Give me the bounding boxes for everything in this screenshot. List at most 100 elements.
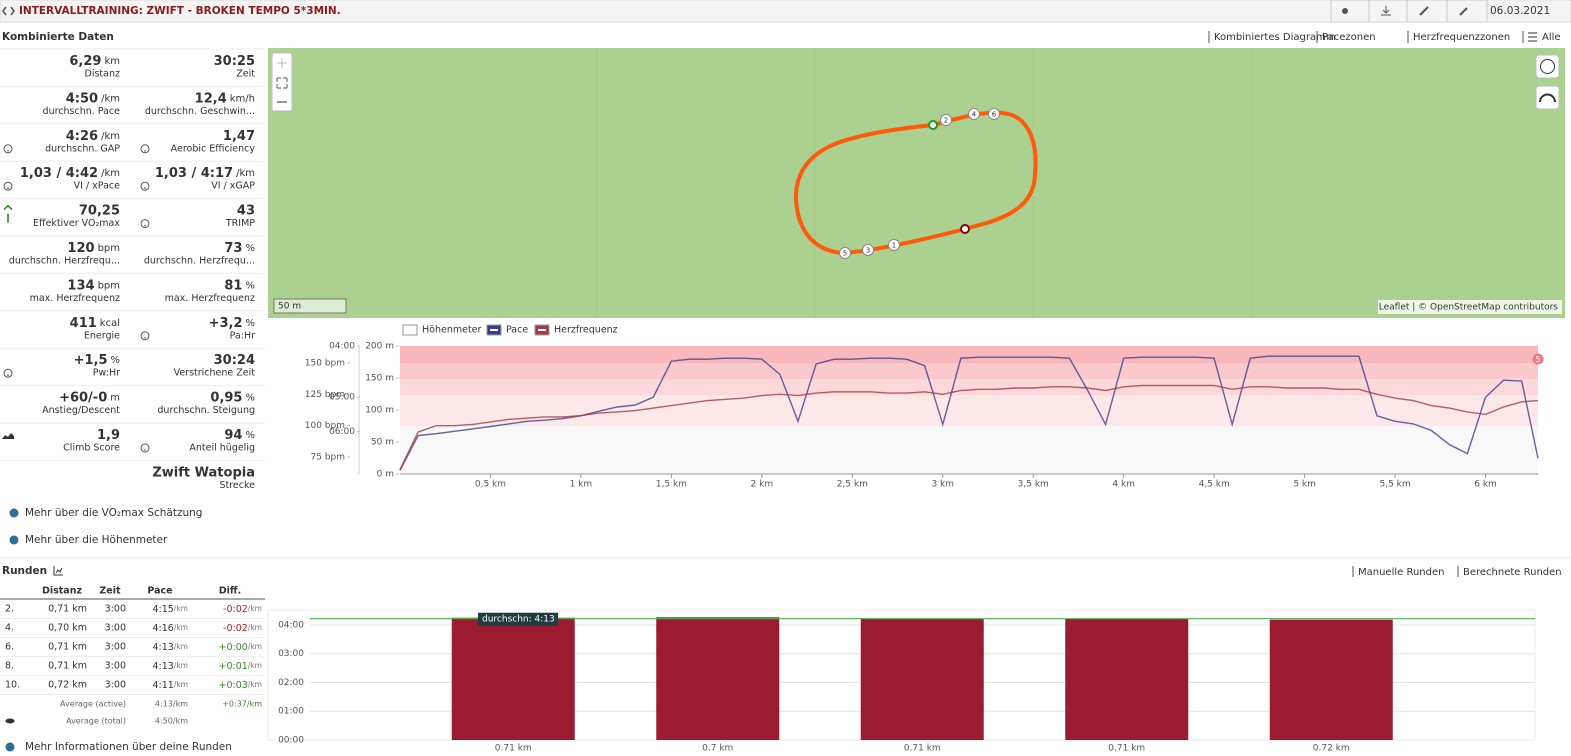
help-icon[interactable] [140, 144, 150, 154]
stat-number: 43 [237, 203, 255, 218]
stat-value: 30:24 [214, 353, 255, 368]
nav-arrows[interactable] [2, 6, 15, 16]
lap-distance: 0,71 km [48, 661, 87, 672]
average-label: durchschn: 4:13 [482, 615, 555, 625]
stat-value: 134 bpm [67, 278, 120, 293]
attribution[interactable]: Leaflet | © OpenStreetMap contributors [1379, 303, 1559, 313]
hr-zones [400, 346, 1538, 474]
info-link[interactable]: Mehr über die VO₂max Schätzung [25, 507, 202, 519]
tab[interactable]: Alle [1542, 32, 1561, 43]
stat-number: Zwift Watopia [152, 465, 255, 480]
bar[interactable] [451, 617, 575, 740]
stat-number: 4:50 [66, 91, 98, 106]
stat-label: Anteil hügelig [189, 443, 255, 454]
lap-marker[interactable] [839, 247, 851, 259]
info-link[interactable]: Mehr über die Höhenmeter [25, 534, 168, 546]
diff-unit: /km [248, 680, 262, 689]
stat-label: Pw:Hr [93, 368, 120, 379]
tab[interactable]: Herzfrequenzzonen [1413, 32, 1510, 43]
lap-distance: 0,71 km [48, 642, 87, 653]
zoom-control [271, 52, 293, 112]
help-icon-dot [144, 337, 146, 339]
stat-label: durchschn. Steigung [157, 405, 255, 416]
diff-value: +0:03 [219, 680, 248, 691]
zoom-in[interactable] [277, 58, 287, 68]
help-icon[interactable] [140, 219, 150, 229]
bar[interactable] [1269, 619, 1393, 740]
column-header: Diff. [219, 586, 241, 597]
start-marker[interactable] [928, 120, 938, 130]
laps-chart-icon[interactable] [53, 566, 63, 576]
lap-marker[interactable] [888, 239, 900, 251]
bar[interactable] [656, 617, 780, 740]
tab[interactable]: Kombiniertes Diagramm [1214, 32, 1336, 43]
lap-diff: +0:00/km [219, 642, 262, 653]
gauge-icon [1539, 93, 1556, 103]
info-icon [9, 508, 19, 518]
y-tick-label: 125 bpm [305, 390, 345, 400]
help-icon[interactable] [140, 443, 150, 453]
lap-marker[interactable] [988, 108, 1000, 120]
laps-more-link[interactable]: Mehr Informationen über deine Runden [25, 741, 232, 753]
lap-marker-label: 5 [843, 250, 847, 258]
lap-marker[interactable] [862, 244, 874, 256]
stat-number: 1,47 [223, 128, 255, 143]
stat-label: Zeit [236, 69, 255, 80]
x-tick-label: 5 km [1293, 480, 1316, 490]
lap-distance: 0,71 km [48, 604, 87, 615]
date: 06.03.2021 [1490, 5, 1550, 17]
stat-number: 6,29 [69, 54, 101, 69]
bar[interactable] [860, 618, 984, 740]
gauge-button[interactable] [1535, 85, 1560, 110]
stat-number: 1,9 [97, 428, 120, 443]
series-line [399, 384, 1539, 470]
legend-label[interactable]: Herzfrequenz [554, 325, 618, 336]
layers-button[interactable] [1535, 54, 1560, 79]
lap-diff: -0:02/km [223, 623, 262, 634]
lap-marker[interactable] [940, 114, 952, 126]
climb-icon [2, 433, 14, 439]
stat-label: max. Herzfrequenz [30, 293, 120, 304]
bar[interactable] [1065, 618, 1189, 740]
pace-value: 4:11 [152, 680, 173, 691]
laps-tab[interactable]: Manuelle Runden [1358, 567, 1444, 578]
legend-label[interactable]: Pace [506, 325, 528, 336]
stat-number: 30:25 [214, 54, 255, 69]
help-icon-dot [7, 374, 9, 377]
legend-label[interactable]: Höhenmeter [422, 325, 482, 336]
x-tick-label: 0.71 km [495, 744, 532, 754]
help-icon[interactable] [3, 368, 13, 378]
x-tick-label: 6 km [1474, 480, 1497, 490]
stat-number: 30:24 [214, 353, 255, 368]
lap-time: 3:00 [105, 680, 126, 691]
y-tick-label: 150 m [365, 374, 394, 384]
lap-marker[interactable] [968, 108, 980, 120]
trend-icon [3, 204, 13, 223]
help-icon[interactable] [3, 144, 13, 154]
lap-pace: 4:15/km [152, 604, 188, 615]
stat-label: Pa:Hr [230, 330, 255, 341]
stat-value: 12,4 km/h [195, 91, 255, 106]
x-tick-label: 3 km [931, 480, 954, 490]
footer-label: Average (active) [60, 700, 126, 709]
fullscreen[interactable] [276, 77, 288, 89]
y-tick-label: 00:00 [278, 736, 304, 746]
laps-title: Runden [2, 565, 47, 577]
map[interactable] [268, 48, 1565, 318]
tools-button[interactable] [1446, 0, 1488, 23]
stat-unit: km [104, 56, 120, 67]
attribution-box [1378, 300, 1562, 314]
help-icon[interactable] [140, 181, 150, 191]
footer-pace: 4:13/km [155, 700, 188, 709]
y-tick-label: 03:00 [278, 649, 304, 659]
tab[interactable]: Pacezonen [1322, 32, 1376, 43]
y-tick-label: 05:00 [329, 393, 355, 403]
legend-swatch[interactable] [402, 324, 418, 336]
pace-unit: /km [174, 642, 188, 651]
end-marker[interactable] [960, 224, 970, 234]
laps-tab[interactable]: Berechnete Runden [1463, 567, 1562, 578]
help-icon[interactable] [3, 181, 13, 191]
lap-time: 3:00 [105, 623, 126, 634]
help-icon[interactable] [140, 331, 150, 341]
stat-label: max. Herzfrequenz [165, 293, 255, 304]
